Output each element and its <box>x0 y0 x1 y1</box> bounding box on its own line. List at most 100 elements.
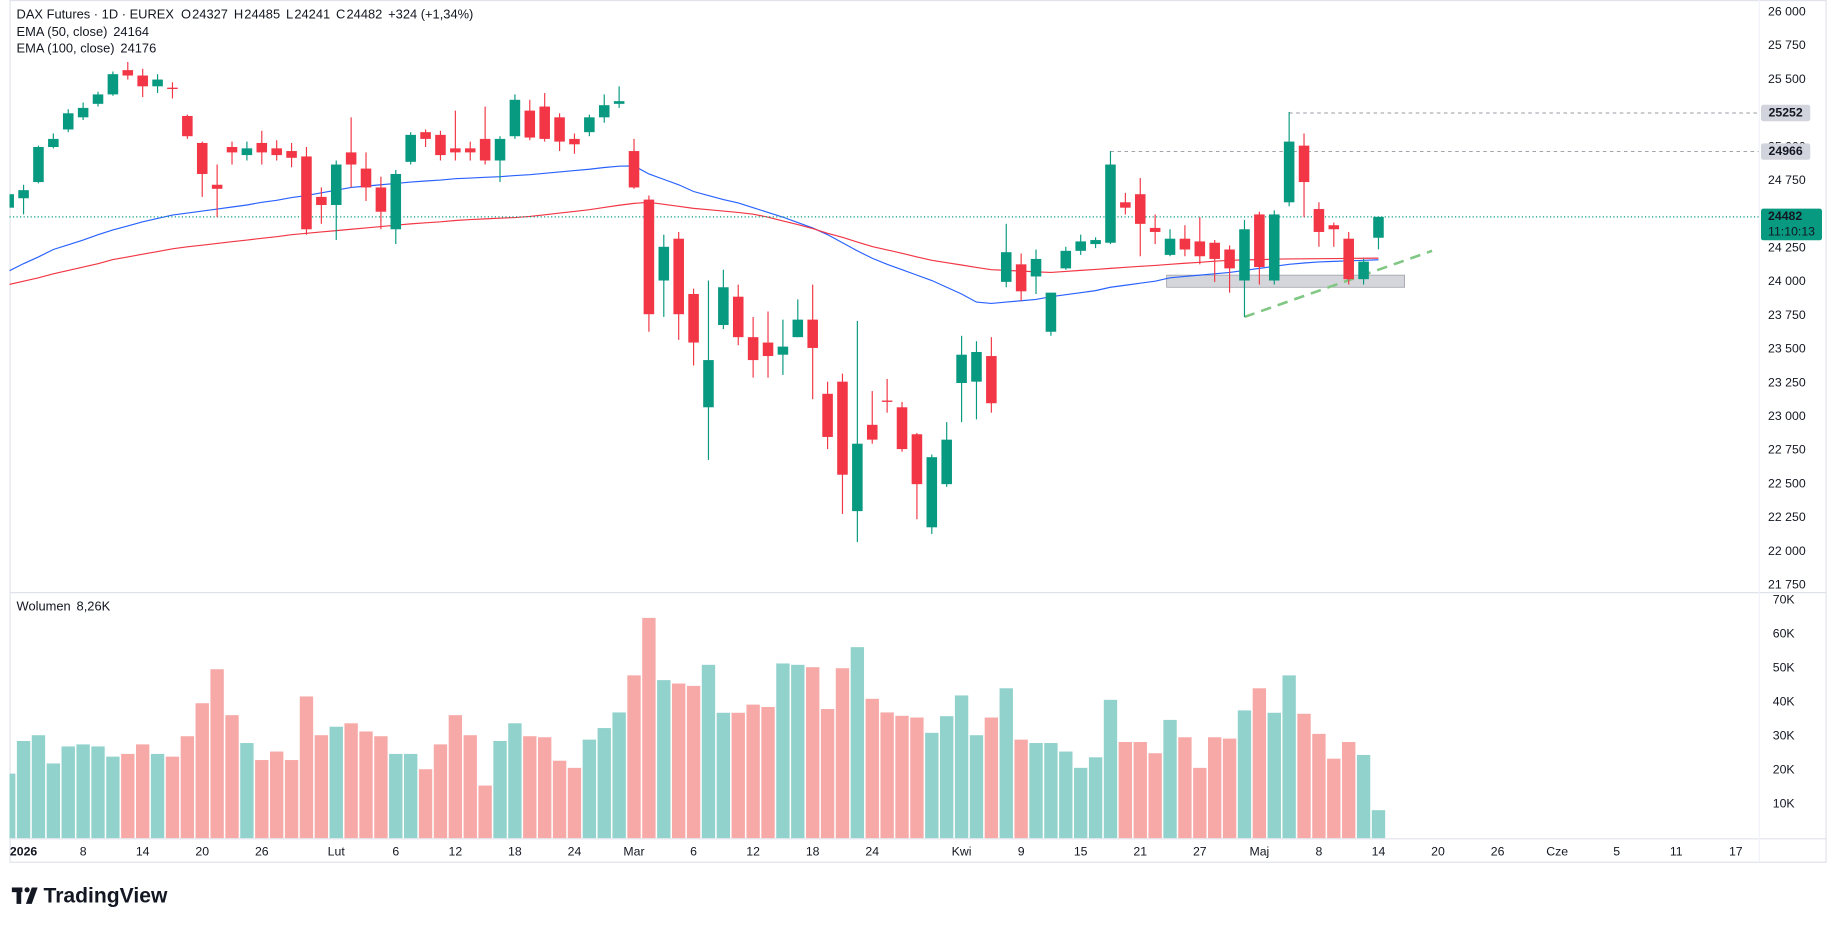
ohlc-key: C <box>336 7 345 22</box>
volume-bar <box>910 717 924 839</box>
volume-bar <box>418 769 433 839</box>
logo-shape <box>16 887 22 904</box>
level-label: 25252 <box>1769 105 1803 119</box>
candle-body <box>554 117 565 142</box>
candle-body <box>688 294 699 343</box>
x-tick-label: 6 <box>392 845 399 859</box>
candle-body <box>33 147 44 183</box>
x-tick-label: Lut <box>328 845 346 859</box>
candle-body <box>286 151 297 158</box>
volume-bar <box>627 675 641 839</box>
x-tick-label: 17 <box>1729 845 1743 859</box>
volume-bar <box>999 688 1013 839</box>
volume-bar <box>344 723 358 839</box>
ohlc-value: 24327 <box>192 7 228 22</box>
volume-bar <box>359 731 373 839</box>
y-tick-label: 22 000 <box>1768 544 1806 558</box>
candle-body <box>747 337 759 361</box>
candle-body <box>926 457 938 528</box>
y-tick-label: 23 000 <box>1768 409 1806 423</box>
volume-bar <box>806 667 820 839</box>
x-tick-label: Mar <box>623 845 644 859</box>
volume-bar <box>582 739 597 839</box>
x-tick-label: 18 <box>508 845 522 859</box>
volume-bar <box>165 756 180 839</box>
x-tick-label: Cze <box>1546 845 1568 859</box>
volume-bar <box>240 743 254 839</box>
candle-body <box>271 148 282 156</box>
x-tick-label: 2026 <box>10 845 38 859</box>
candle-body <box>182 115 193 137</box>
volume-bar <box>135 744 150 839</box>
volume-bar <box>716 712 731 839</box>
candle-body <box>822 393 833 437</box>
ohlc-value: 24485 <box>244 7 280 22</box>
candle-body <box>1268 214 1280 281</box>
candle-body <box>718 287 729 326</box>
volume-bar <box>9 773 16 839</box>
y-tick-label: 25 500 <box>1768 72 1806 86</box>
volume-bar <box>433 744 448 839</box>
x-tick-label: Kwi <box>952 845 972 859</box>
candle-body <box>1254 214 1265 268</box>
volume-bar <box>820 709 835 839</box>
volume-bar <box>255 760 269 839</box>
volume-bar <box>642 617 656 839</box>
x-tick-label: 26 <box>255 845 269 859</box>
volume-bar <box>746 704 760 839</box>
candle-body <box>896 407 908 450</box>
candle-body <box>628 151 640 188</box>
candle-body <box>1194 241 1206 257</box>
candle-body <box>658 246 670 281</box>
ohlc-value: 24482 <box>346 7 382 22</box>
brand-name: TradingView <box>43 884 167 907</box>
price-pane <box>9 62 1759 543</box>
y-tick-label: 26 000 <box>1768 4 1806 18</box>
support-zone <box>1166 274 1405 288</box>
candle-body <box>152 79 163 87</box>
x-tick-label: 8 <box>1315 845 1322 859</box>
candle-body <box>703 360 714 408</box>
volume-bar <box>404 753 418 839</box>
ema-line <box>9 201 1379 285</box>
indicator-name: EMA (100, close) <box>17 41 115 56</box>
ema-line <box>9 165 1379 305</box>
x-tick-label: 26 <box>1491 845 1505 859</box>
candle-body <box>762 342 774 357</box>
volume-bar <box>508 723 522 839</box>
volume-bar <box>31 735 46 839</box>
y-tick-label: 22 750 <box>1768 443 1806 457</box>
volume-bar <box>1163 719 1177 839</box>
volume-bar <box>1342 742 1356 839</box>
volume-bar <box>895 715 909 839</box>
level-label: 24966 <box>1769 144 1803 158</box>
candle-body <box>866 424 878 440</box>
volume-bar <box>195 703 209 839</box>
candle-body <box>837 381 848 475</box>
axes: 21 750 22 000 22 250 22 500 22 750 23 000 23 2… <box>10 4 1822 859</box>
y-tick-label: 24 750 <box>1768 173 1806 187</box>
indicator-name: EMA (50, close) <box>17 24 108 39</box>
candle-body <box>1015 264 1027 292</box>
candle-body <box>1134 194 1146 224</box>
y-tick-label: 23 500 <box>1768 342 1806 356</box>
candle-body <box>316 196 327 205</box>
candle-body <box>1358 261 1369 280</box>
x-tick-label: Maj <box>1249 845 1269 859</box>
ohlc-key: L <box>286 7 293 22</box>
price-label-box <box>1761 208 1822 241</box>
candle-body <box>941 439 952 485</box>
x-tick-label: 18 <box>806 845 820 859</box>
ohlc-key: O <box>181 7 191 22</box>
candle-body <box>375 187 387 212</box>
volume-bar <box>1356 754 1371 839</box>
ohlc-value: 24241 <box>294 7 330 22</box>
x-tick-label: 27 <box>1193 845 1207 859</box>
volume-bar <box>1118 742 1133 839</box>
candle-body <box>464 148 476 153</box>
candle-body <box>494 138 506 161</box>
volume-bar <box>1267 712 1281 839</box>
candle-body <box>479 138 491 161</box>
volume-bar <box>523 736 537 839</box>
